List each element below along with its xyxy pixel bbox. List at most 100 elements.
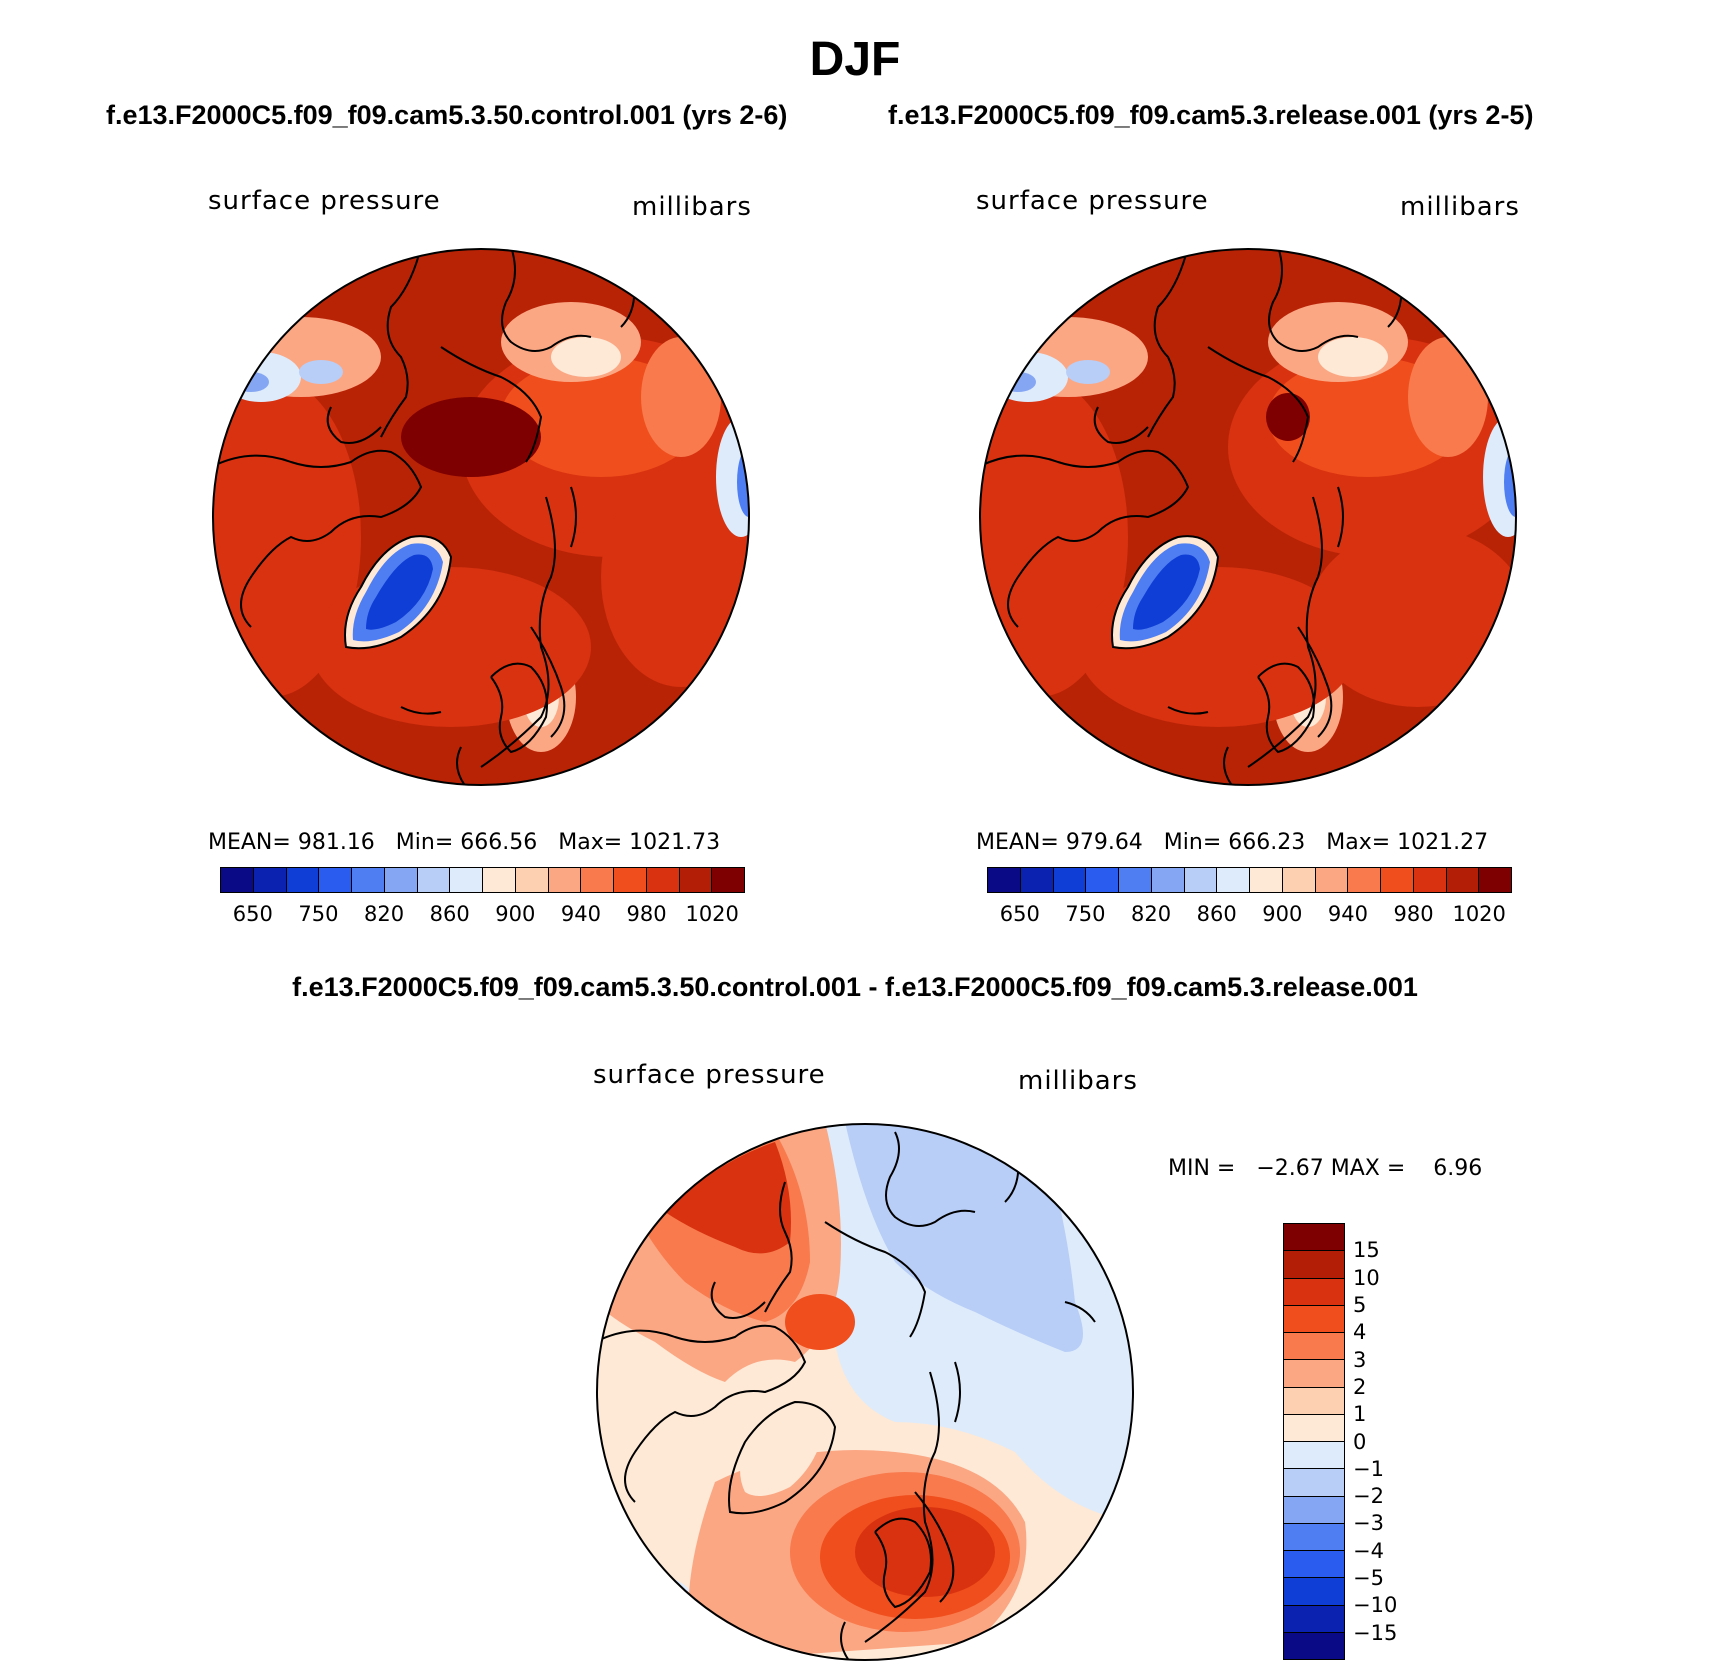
panel1-arctic-high <box>401 397 541 477</box>
panel2-colorbar-cell <box>1119 868 1152 892</box>
panel2-colorbar-cell <box>988 868 1021 892</box>
panel2-max: 1021.27 <box>1397 830 1489 855</box>
panel3-min: −2.67 <box>1256 1156 1324 1181</box>
panel3-colorbar-cell <box>1284 1632 1344 1659</box>
panel2-colorbar <box>987 867 1512 893</box>
panel3-stats: MIN = −2.67 MAX = 6.96 <box>1168 1156 1482 1181</box>
panel3-colorbar-tick: 4 <box>1353 1320 1367 1345</box>
panel2-coastlines <box>980 249 1403 785</box>
panel3-colorbar-cell <box>1284 1469 1344 1497</box>
panel3-variable-label: surface pressure <box>593 1060 826 1090</box>
panel1-units-label: millibars <box>632 192 752 222</box>
panel3-colorbar-tick: 15 <box>1353 1238 1380 1263</box>
panel2-region-mongolia <box>1408 337 1488 457</box>
panel2-min-label: Min= <box>1142 830 1229 855</box>
panel3-colorbar-tick: 5 <box>1353 1292 1367 1317</box>
panel2-map-border <box>979 248 1517 786</box>
panel1-colorbar-cell <box>581 868 614 892</box>
panel1-region-central-asia <box>601 467 749 687</box>
panel1-map-border <box>212 248 750 786</box>
panel2-colorbar-cell <box>1348 868 1381 892</box>
panel1-colorbar-cell <box>483 868 516 892</box>
panel2-colorbar-tick: 980 <box>1393 902 1434 926</box>
panel3-colorbar-tick: −5 <box>1353 1566 1384 1591</box>
panel2-mean-label: MEAN= <box>976 830 1066 855</box>
panel2-colorbar-tick: 820 <box>1131 902 1172 926</box>
panel3-max-spacer2 <box>1405 1156 1433 1181</box>
panel2-greenland-core <box>1133 554 1200 630</box>
panel3-colorbar-tick: −10 <box>1353 1593 1398 1618</box>
panel3-positive-core-pacific <box>665 1142 791 1254</box>
panel1-stats: MEAN= 981.16 Min= 666.56 Max= 1021.73 <box>208 830 720 855</box>
panel2-colorbar-tick: 860 <box>1196 902 1237 926</box>
panel1-min: 666.56 <box>460 830 538 855</box>
panel3-colorbar-cell <box>1284 1551 1344 1579</box>
panel1-colorbar-cell <box>286 868 320 892</box>
panel3-colorbar <box>1283 1223 1345 1660</box>
panel2-colorbar-cell <box>1315 868 1349 892</box>
panel1-region-rockies-blue <box>233 372 269 392</box>
panel2-region-rockies-light <box>988 317 1148 397</box>
panel2-colorbar-cell <box>1446 868 1480 892</box>
panel3-difference-map <box>596 1123 1134 1661</box>
panel3-colorbar-cell <box>1284 1387 1344 1415</box>
panel2-mean: 979.64 <box>1065 830 1143 855</box>
panel3-colorbar-cell <box>1284 1360 1344 1388</box>
panel1-colorbar-cell <box>548 868 582 892</box>
panel3-colorbar-cell <box>1284 1305 1344 1333</box>
panel1-max-label: Max= <box>537 830 630 855</box>
panel1-max: 1021.73 <box>629 830 721 855</box>
panel2-variable-label: surface pressure <box>976 186 1209 216</box>
panel1-region-mongolia <box>641 337 721 457</box>
figure-title: DJF <box>809 33 901 86</box>
panel2-colorbar-tick: 1020 <box>1452 902 1506 926</box>
panel3-max: 6.96 <box>1433 1156 1483 1181</box>
panel2-colorbar-cell <box>1217 868 1250 892</box>
panel2-min: 666.23 <box>1228 830 1306 855</box>
case1-title: f.e13.F2000C5.f09_f09.cam5.3.50.control.… <box>106 100 788 130</box>
panel3-positive-europe-core <box>855 1507 995 1597</box>
panel3-colorbar-tick: 0 <box>1353 1429 1367 1454</box>
panel1-mean-label: MEAN= <box>208 830 298 855</box>
panel1-region-rockies-blue2 <box>299 360 343 384</box>
panel1-variable-label: surface pressure <box>208 186 441 216</box>
panel3-colorbar-tick: 2 <box>1353 1374 1367 1399</box>
panel1-polar-map <box>212 248 750 786</box>
panel1-colorbar-cell <box>614 868 647 892</box>
panel1-colorbar-tick: 650 <box>232 902 273 926</box>
case2-title: f.e13.F2000C5.f09_f09.cam5.3.release.001… <box>888 100 1534 130</box>
panel3-colorbar-cell <box>1284 1442 1344 1470</box>
panel3-colorbar-cell <box>1284 1496 1344 1524</box>
panel3-colorbar-cell <box>1284 1278 1344 1306</box>
panel2-region-plateau-lighter <box>1318 337 1388 377</box>
panel1-colorbar-cell <box>515 868 549 892</box>
panel1-colorbar-tick: 750 <box>298 902 339 926</box>
panel2-colorbar-cell <box>1053 868 1087 892</box>
panel2-colorbar-ticks: 650 750 820 860 900 940 980 1020 <box>987 902 1512 930</box>
panel1-colorbar-cell <box>646 868 680 892</box>
panel1-region-plateau-lighter <box>551 337 621 377</box>
panel3-units-label: millibars <box>1018 1066 1138 1096</box>
panel3-min-spacer <box>1235 1156 1256 1181</box>
panel2-arctic-high <box>1266 393 1310 441</box>
panel3-colorbar-cell <box>1284 1523 1344 1551</box>
panel3-colorbar-tick: 1 <box>1353 1402 1367 1427</box>
panel3-colorbar-cell <box>1284 1605 1344 1633</box>
panel1-coastlines <box>213 249 636 785</box>
panel2-max-label: Max= <box>1305 830 1398 855</box>
panel2-colorbar-cell <box>1282 868 1316 892</box>
panel1-colorbar-tick: 900 <box>495 902 536 926</box>
panel1-colorbar-cell <box>253 868 287 892</box>
panel3-colorbar-tick: −1 <box>1353 1456 1384 1481</box>
panel2-colorbar-cell <box>1479 868 1511 892</box>
panel1-colorbar-cell <box>221 868 254 892</box>
panel3-colorbar-ticks: 15 10 5 4 3 2 1 0 −1 −2 −3 −4 −5 −10 −15 <box>1353 1223 1433 1660</box>
panel2-colorbar-cell <box>1381 868 1414 892</box>
difference-title: f.e13.F2000C5.f09_f09.cam5.3.50.control.… <box>292 972 1418 1002</box>
panel3-colorbar-tick: −2 <box>1353 1484 1384 1509</box>
panel1-mean: 981.16 <box>297 830 375 855</box>
panel2-colorbar-cell <box>1413 868 1447 892</box>
panel3-colorbar-tick: −3 <box>1353 1511 1384 1536</box>
panel2-colorbar-tick: 750 <box>1065 902 1106 926</box>
panel3-colorbar-cell <box>1284 1224 1344 1252</box>
